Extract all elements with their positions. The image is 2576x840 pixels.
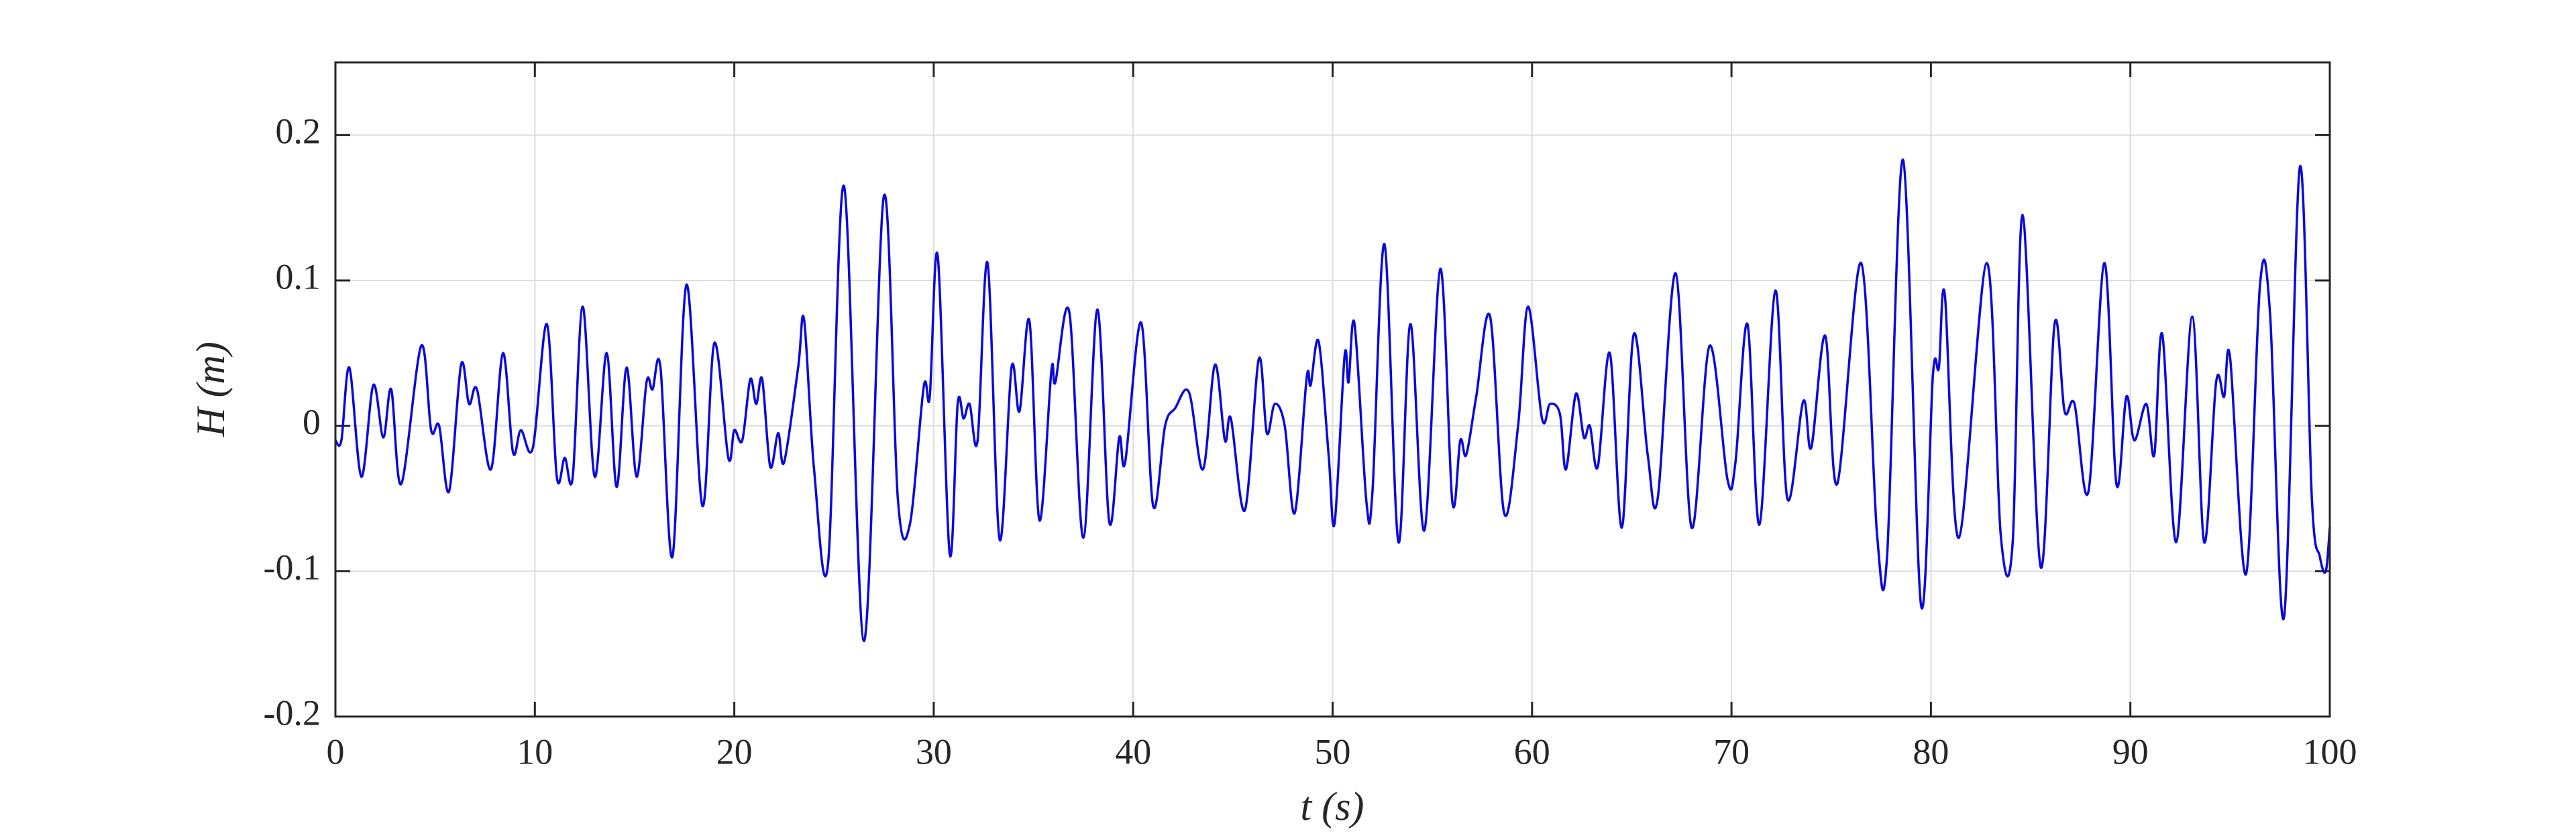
x-tick-label: 50 — [1315, 731, 1351, 772]
x-tick-label: 80 — [1913, 731, 1949, 772]
y-tick-label: 0.1 — [276, 256, 321, 297]
x-tick-label: 10 — [517, 731, 553, 772]
x-tick-label: 40 — [1115, 731, 1151, 772]
x-tick-label: 70 — [1713, 731, 1750, 772]
y-tick-label: -0.1 — [264, 547, 321, 588]
x-axis-label: t (s) — [1301, 784, 1364, 829]
x-tick-label: 30 — [916, 731, 952, 772]
y-axis-label: H (m) — [189, 342, 233, 437]
y-tick-label: -0.2 — [264, 692, 321, 733]
plot-frame — [334, 61, 2331, 718]
x-tick-label: 100 — [2303, 731, 2357, 772]
x-tick-label: 20 — [716, 731, 753, 772]
x-tick-label: 0 — [327, 731, 345, 772]
x-tick-label: 90 — [2112, 731, 2149, 772]
y-tick-label: 0.2 — [276, 111, 321, 152]
wave-line — [334, 158, 2331, 643]
x-tick-label: 60 — [1514, 731, 1550, 772]
y-tick-label: 0 — [303, 402, 321, 442]
